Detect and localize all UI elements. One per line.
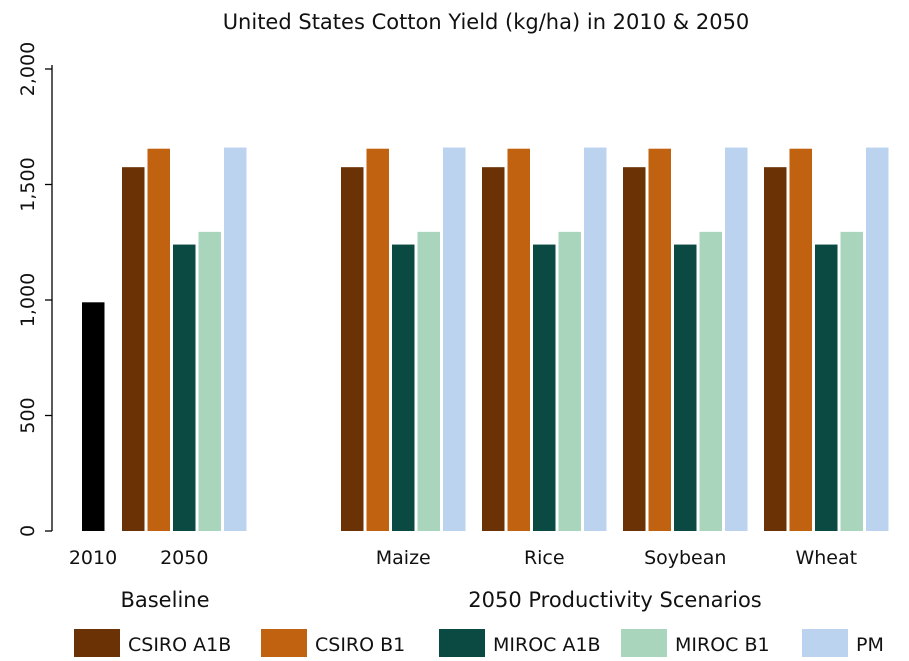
- y-tick-label: 0: [17, 525, 39, 537]
- legend-label: PM: [856, 634, 884, 656]
- bar-soybean-miroc-a1b: [674, 244, 697, 531]
- bar-wheat-csiro-a1b: [764, 167, 787, 532]
- x-tick-label: 2050: [160, 547, 208, 569]
- x-tick-label: Soybean: [644, 547, 726, 569]
- y-tick-label: 1,000: [17, 273, 39, 327]
- group-label: Baseline: [120, 588, 209, 612]
- bar-rice-miroc-a1b: [533, 244, 556, 531]
- bar-2050-csiro-b1: [147, 148, 170, 531]
- legend-swatch: [439, 629, 485, 657]
- bar-wheat-csiro-b1: [789, 148, 812, 531]
- bar-wheat-miroc-a1b: [815, 244, 838, 531]
- legend-label: CSIRO A1B: [128, 634, 231, 656]
- bar-wheat-miroc-b1: [840, 231, 863, 532]
- bar-soybean-pm: [725, 147, 748, 532]
- group-label: 2050 Productivity Scenarios: [468, 588, 762, 612]
- bar-2050-pm: [224, 147, 247, 532]
- chart-title: United States Cotton Yield (kg/ha) in 20…: [223, 10, 750, 34]
- y-tick-label: 500: [17, 397, 39, 433]
- bar-soybean-csiro-b1: [648, 148, 671, 531]
- bar-2050-csiro-a1b: [122, 167, 145, 532]
- y-tick-label: 1,500: [17, 157, 39, 211]
- bar-soybean-miroc-b1: [699, 231, 722, 532]
- bar-2050-miroc-b1: [198, 231, 221, 532]
- bar-rice-csiro-a1b: [482, 167, 505, 532]
- bar-wheat-pm: [866, 147, 889, 532]
- legend-swatch: [74, 629, 120, 657]
- legend-label: CSIRO B1: [315, 634, 405, 656]
- bar-2050-miroc-a1b: [173, 244, 196, 531]
- legend-label: MIROC B1: [675, 634, 770, 656]
- x-axis-labels: 2010 2050 Maize Rice Soybean Wheat Baseline 205…: [69, 547, 857, 612]
- bar-soybean-csiro-a1b: [623, 167, 646, 532]
- bar-rice-pm: [584, 147, 607, 532]
- x-tick-label: Wheat: [795, 547, 857, 569]
- legend-swatch: [621, 629, 667, 657]
- bar-maize-miroc-a1b: [392, 244, 415, 531]
- bar-maize-csiro-a1b: [341, 167, 364, 532]
- bar-rice-miroc-b1: [558, 231, 581, 532]
- bar-maize-pm: [443, 147, 466, 532]
- bar-2010-baseline: [82, 302, 105, 531]
- legend-label: MIROC A1B: [493, 634, 601, 656]
- y-tick-label: 2,000: [17, 42, 39, 96]
- x-tick-label: 2010: [69, 547, 117, 569]
- legend-swatch: [802, 629, 848, 657]
- x-tick-label: Rice: [524, 547, 565, 569]
- bars: [82, 147, 889, 532]
- y-axis: 0 500 1,000 1,500 2,000: [17, 42, 53, 537]
- x-tick-label: Maize: [376, 547, 431, 569]
- bar-maize-miroc-b1: [417, 231, 440, 532]
- bar-rice-csiro-b1: [507, 148, 530, 531]
- legend-swatch: [261, 629, 307, 657]
- legend: CSIRO A1B CSIRO B1 MIROC A1B MIROC B1 PM: [74, 629, 884, 657]
- bar-maize-csiro-b1: [366, 148, 389, 531]
